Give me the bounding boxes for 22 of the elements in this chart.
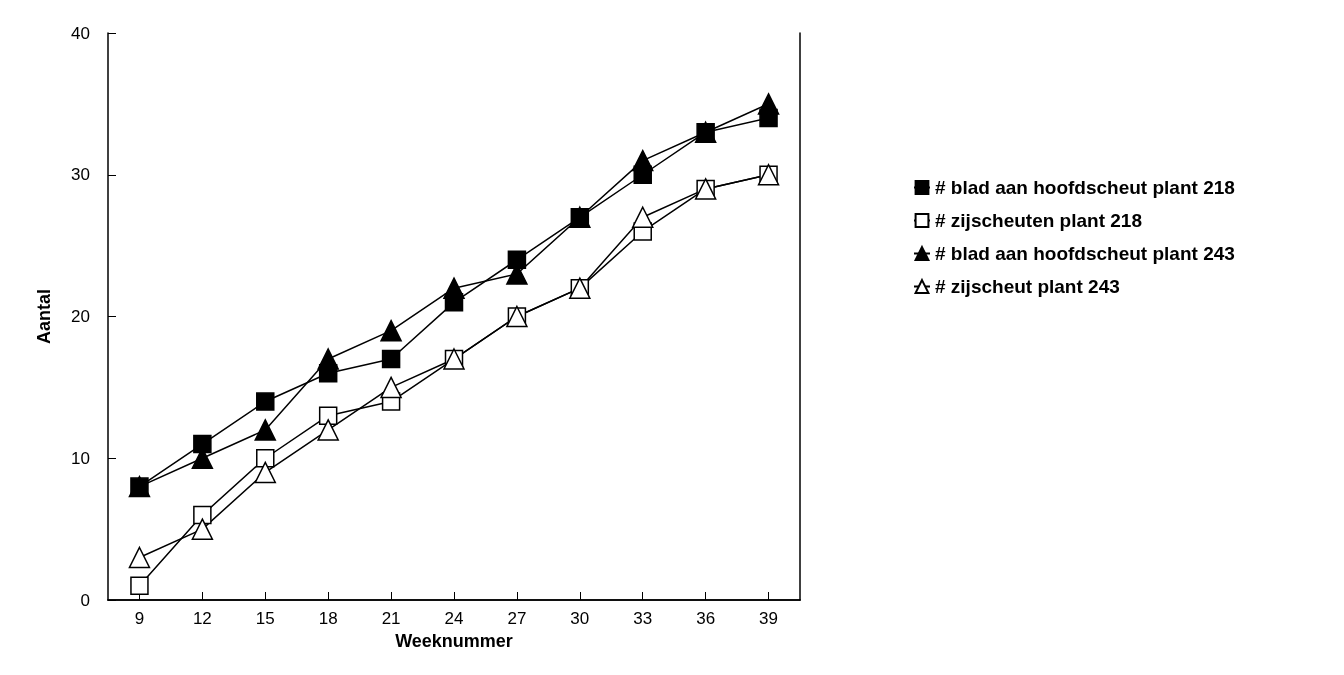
x-tick-label: 12 bbox=[192, 609, 212, 628]
legend-label: # zijscheut plant 243 bbox=[935, 276, 1120, 297]
x-tick-label: 21 bbox=[381, 609, 401, 628]
x-tick-label: 33 bbox=[633, 609, 653, 628]
x-tick-label: 18 bbox=[318, 609, 338, 628]
y-tick-label: 0 bbox=[80, 590, 90, 610]
x-tick-label: 39 bbox=[759, 609, 779, 628]
x-tick-label: 15 bbox=[255, 609, 275, 628]
legend-label: # blad aan hoofdscheut plant 218 bbox=[935, 177, 1235, 198]
y-tick-label: 10 bbox=[71, 448, 90, 468]
y-axis-title: Aantal bbox=[34, 288, 54, 345]
x-tick-label: 24 bbox=[444, 609, 464, 628]
y-tick-label: 40 bbox=[71, 23, 90, 43]
y-tick-label: 30 bbox=[71, 165, 90, 185]
y-tick-label: 20 bbox=[71, 307, 90, 326]
x-tick-label: 27 bbox=[507, 609, 527, 628]
x-tick-label: 30 bbox=[570, 609, 590, 628]
x-axis-title: Weeknummer bbox=[395, 631, 513, 651]
legend-label: # blad aan hoofdscheut plant 243 bbox=[935, 243, 1235, 264]
legend-label: # zijscheuten plant 218 bbox=[935, 210, 1142, 231]
x-tick-label: 36 bbox=[696, 609, 716, 628]
x-tick-label: 9 bbox=[134, 609, 145, 628]
